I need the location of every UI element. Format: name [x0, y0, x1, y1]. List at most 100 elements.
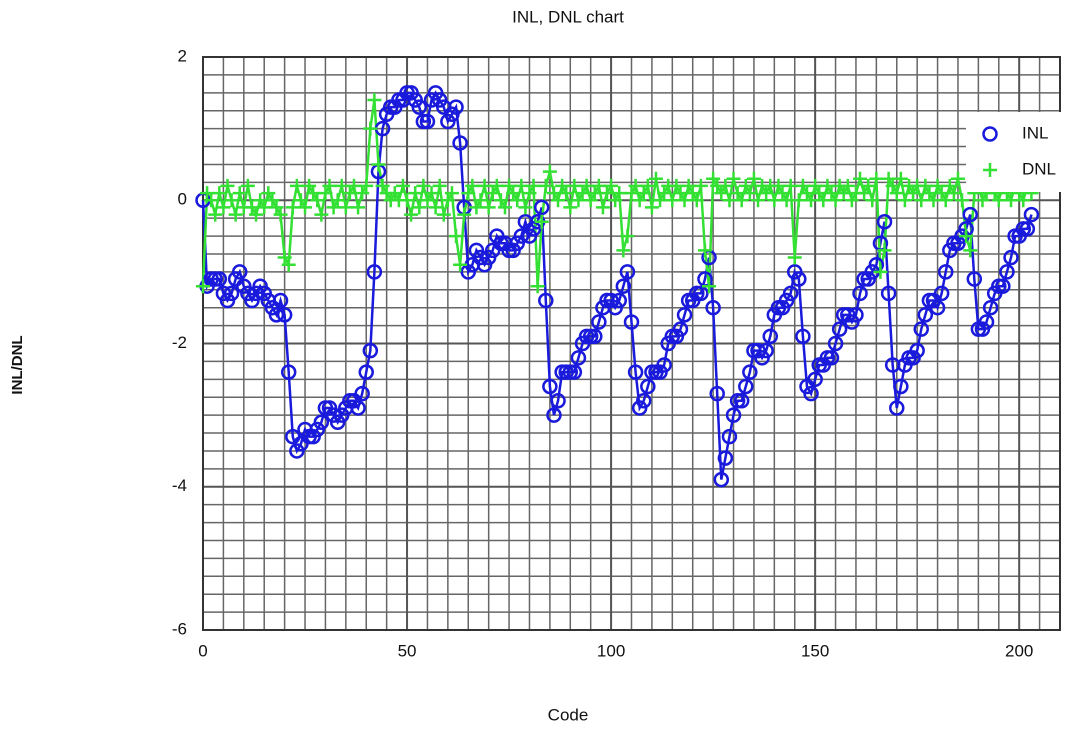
dnl-marker: [220, 178, 235, 193]
inl-marker: [419, 113, 436, 130]
dnl-marker: [363, 121, 378, 136]
inl-marker: [591, 314, 607, 330]
dnl-marker: [893, 171, 908, 186]
dnl-marker: [330, 193, 345, 208]
inl-marker: [713, 471, 730, 488]
inl-marker: [570, 350, 587, 366]
dnl-marker: [277, 250, 292, 265]
inl-marker: [966, 271, 983, 287]
inl-marker: [542, 378, 558, 395]
dnl-marker: [644, 200, 659, 215]
inl-marker: [831, 321, 848, 337]
dnl-marker: [775, 186, 790, 201]
dnl-marker: [853, 171, 868, 186]
inl-marker: [705, 299, 721, 316]
dnl-marker: [697, 243, 712, 258]
dnl-marker: [375, 178, 390, 193]
dnl-marker: [889, 186, 904, 201]
dnl-marker: [367, 92, 382, 107]
dnl-marker: [571, 193, 586, 208]
inl-marker: [982, 299, 999, 316]
plot-frame: [202, 56, 1061, 631]
dnl-marker: [702, 279, 717, 294]
y-tick-label: -4: [172, 476, 187, 495]
dnl-marker: [632, 193, 647, 208]
x-tick-label: 50: [398, 641, 417, 660]
legend-marker: [983, 163, 997, 177]
y-tick-label: 0: [178, 190, 187, 209]
inl-marker: [676, 307, 693, 323]
dnl-marker: [232, 186, 247, 201]
dnl-marker: [955, 193, 970, 208]
dnl-marker: [338, 200, 353, 215]
dnl-marker: [742, 186, 757, 201]
dnl-marker: [1004, 193, 1019, 208]
dnl-marker: [881, 171, 896, 186]
dnl-marker: [538, 178, 553, 193]
dnl-marker: [640, 178, 655, 193]
dnl-marker: [285, 200, 300, 215]
dnl-marker: [579, 178, 594, 193]
dnl-marker: [865, 193, 880, 208]
dnl-marker: [897, 193, 912, 208]
dnl-marker: [371, 157, 386, 172]
dnl-marker: [298, 200, 313, 215]
dnl-marker: [857, 186, 872, 201]
inl-marker: [550, 393, 566, 409]
dnl-marker: [1016, 193, 1031, 208]
inl-marker: [795, 328, 811, 345]
dnl-marker: [779, 193, 794, 208]
dnl-marker: [946, 186, 961, 201]
dnl-marker: [404, 207, 419, 222]
inl-marker: [566, 364, 583, 380]
dnl-marker: [828, 193, 843, 208]
dnl-marker: [416, 178, 431, 193]
inl-marker: [448, 99, 464, 115]
dnl-marker: [648, 171, 663, 186]
inl-marker: [272, 292, 289, 309]
inl-marker: [623, 314, 640, 330]
dnl-marker: [453, 257, 468, 272]
inl-marker: [223, 285, 240, 302]
inl-marker: [823, 350, 840, 366]
dnl-marker: [551, 193, 566, 208]
dnl-marker: [559, 186, 574, 201]
dnl-marker: [746, 171, 761, 186]
x-tick-label: 150: [801, 641, 829, 660]
dnl-marker: [289, 178, 304, 193]
inl-marker: [880, 285, 897, 302]
dnl-marker: [216, 200, 231, 215]
inl-marker: [366, 264, 383, 280]
dnl-marker: [791, 193, 806, 208]
dnl-marker: [636, 186, 651, 201]
dnl-marker: [514, 178, 529, 193]
inl-marker: [615, 278, 632, 294]
dnl-marker: [212, 186, 227, 201]
inl-marker: [913, 321, 929, 337]
dnl-marker: [918, 178, 933, 193]
x-axis-label: Code: [548, 705, 589, 724]
y-tick-label: 2: [178, 46, 187, 65]
dnl-marker: [444, 186, 459, 201]
inl-marker: [513, 228, 530, 244]
dnl-marker: [616, 243, 631, 258]
inl-marker: [358, 364, 374, 380]
inl-marker: [354, 385, 370, 402]
dnl-marker: [244, 200, 259, 215]
dnl-marker: [926, 193, 941, 208]
inl-marker: [733, 393, 750, 409]
dnl-marker: [449, 229, 464, 244]
dnl-marker: [673, 186, 688, 201]
x-tick-label: 100: [597, 641, 625, 660]
inl-marker: [268, 307, 285, 323]
dnl-marker: [522, 186, 537, 201]
inl-marker: [738, 378, 754, 395]
dnl-marker: [563, 200, 578, 215]
inl-marker: [721, 428, 738, 445]
x-tick-label: 200: [1005, 641, 1033, 660]
dnl-marker: [310, 193, 325, 208]
dnl-marker: [322, 178, 337, 193]
dnl-marker: [518, 200, 533, 215]
dnl-marker: [473, 193, 488, 208]
dnl-marker: [734, 193, 749, 208]
